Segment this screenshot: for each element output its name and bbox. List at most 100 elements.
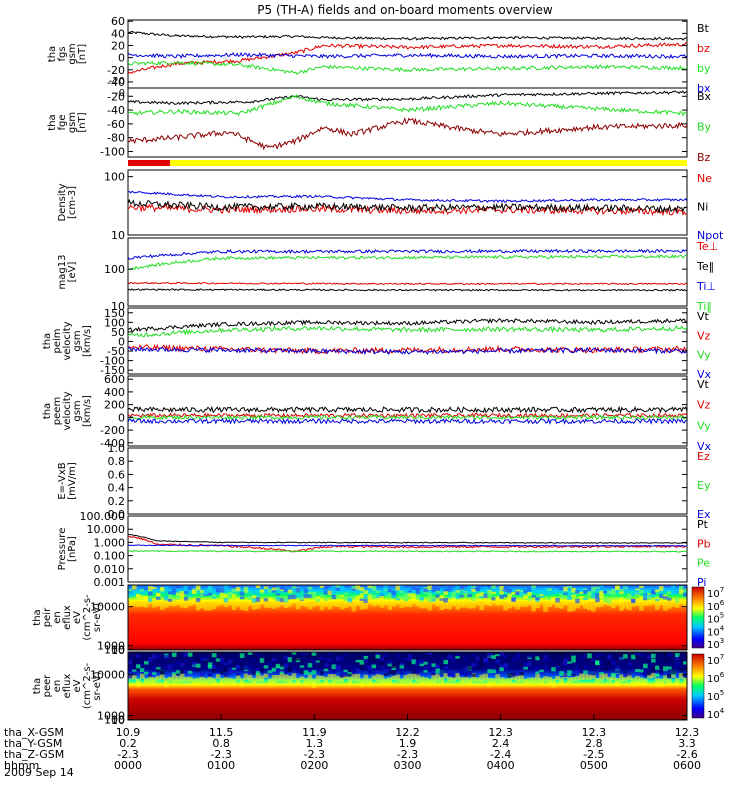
heatmap-cell [195,663,201,668]
heatmap-cell [203,603,209,611]
x-tick-label: 0400 [487,759,515,772]
heatmap-cell [291,652,297,655]
heatmap-cell [295,587,301,593]
heatmap-cell [135,603,141,608]
heatmap-cell [163,654,169,660]
heatmap-cell [483,598,488,605]
heatmap-cell [347,673,353,677]
heatmap-cell [351,673,357,681]
y-axis-label-line: tha [42,333,53,349]
heatmap-cell [623,670,628,674]
heatmap-cell [459,601,464,608]
heatmap-cell [543,676,548,682]
heatmap-cell [171,590,177,595]
heatmap-cell [635,588,640,591]
heatmap-cell [587,587,592,591]
heatmap-cell [451,672,457,678]
heatmap-cell [447,654,453,660]
series-line-Vx [128,417,687,425]
heatmap-cell [311,659,317,664]
heatmap-cell [243,664,249,669]
heatmap-cell [531,587,536,592]
heatmap-cell [547,653,552,658]
heatmap-cell [455,585,461,590]
heatmap-cell [591,673,596,680]
heatmap-cell [435,673,441,682]
heatmap-cell [499,677,504,683]
heatmap-cell [583,590,588,594]
heatmap-cell [675,602,680,608]
heatmap-cell [487,594,492,597]
heatmap-cell [163,595,169,599]
heatmap-cell [319,656,325,660]
legend-peim: Vt Vz Vy Vx [697,310,712,381]
y-tick-label: 1000 [97,640,125,653]
heatmap-cell [571,587,576,593]
heatmap-cell [571,594,576,598]
heatmap-cell [599,653,604,656]
heatmap-cell [371,586,377,592]
heatmap-cell [503,678,508,684]
heatmap-cell [203,656,209,661]
heatmap-cell [483,673,488,681]
heatmap-cell [475,656,480,662]
heatmap-cell [539,593,544,596]
heatmap-cell [323,658,329,662]
heatmap-cell [467,594,472,598]
y-axis-label-line: eV [72,679,83,692]
heatmap-cell [655,678,660,687]
heatmap-cell [423,670,429,673]
heatmap-cell [187,652,193,657]
heatmap-cell [611,588,616,594]
heatmap-cell [619,589,624,592]
heatmap-cell [519,591,524,597]
heatmap-cell [183,591,189,595]
y-tick-label: 0 [118,52,125,65]
legend-label: Vt [697,310,710,323]
series-line-Vy [128,325,687,338]
heatmap-cell [583,588,588,591]
heatmap-cell [531,602,536,612]
heatmap-cell [439,677,445,683]
heatmap-cell [523,666,528,670]
heatmap-cell [419,600,425,609]
heatmap-cell [511,599,516,607]
heatmap-cell [255,671,261,675]
heatmap-cell [463,676,468,683]
heatmap-cell [523,598,528,607]
heatmap-cell [379,657,385,661]
colorbar-tick-label: 107 [707,653,724,667]
heatmap-cell [675,661,680,667]
heatmap-cell [567,595,572,601]
heatmap-cell [423,677,429,684]
y-axis-label-efield: E=-VxB [mV/m] [57,462,78,500]
heatmap-cell [607,590,612,595]
heatmap-cell [379,591,385,596]
heatmap-cell [511,657,516,662]
heatmap-cell [143,678,149,684]
heatmap-cell [307,654,313,658]
x-tick-label: -2.4 [490,748,511,761]
legend-pressure: Pt Pb Pe Pi [697,518,711,589]
heatmap-cell [683,677,687,687]
heatmap-cell [647,594,652,598]
heatmap-cell [531,654,536,658]
heatmap-cell [559,677,564,685]
heatmap-cell [247,595,253,601]
heatmap-cell [331,590,337,595]
heatmap-cell [183,659,189,663]
heatmap-cell [355,667,361,672]
y-tick-label: -150 [100,364,125,377]
heatmap-cell [223,675,229,684]
heatmap-cell [651,658,656,663]
heatmap-cell [279,673,285,681]
heatmap-cell [659,665,664,669]
heatmap-cell [139,595,145,599]
heatmap-cell [499,652,504,656]
heatmap-cell [439,595,445,599]
heatmap-cell [527,661,532,667]
heatmap-cell [287,657,293,663]
heatmap-cell [443,652,449,656]
heatmap-cell [131,660,137,666]
heatmap-cell [359,598,365,601]
